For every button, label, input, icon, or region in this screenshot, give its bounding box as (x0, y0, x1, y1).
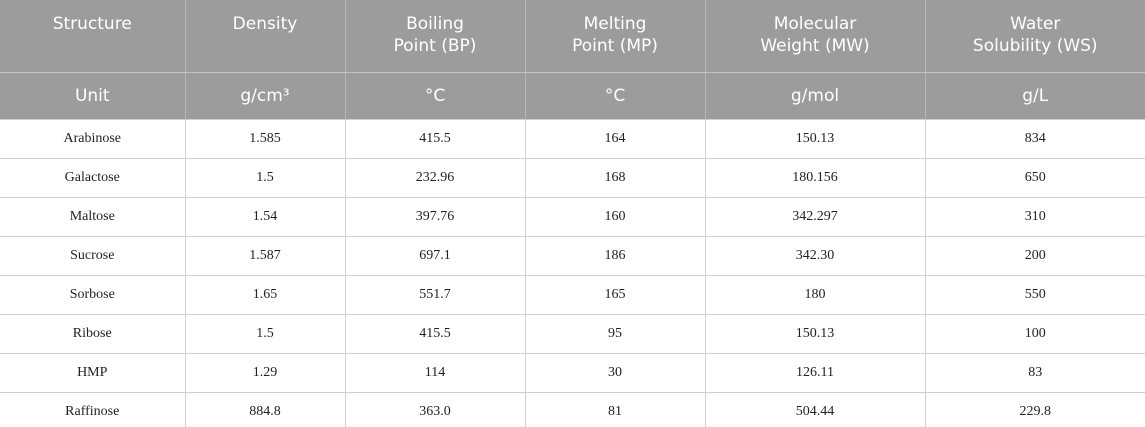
header-text: Boiling (406, 14, 464, 34)
body-cell: Ribose (0, 313, 186, 354)
body-row: Arabinose 1.585 415.5 164 150.13 834 (0, 118, 1145, 159)
header-cell: Melting Point (MP) (524, 0, 705, 73)
body-row: Sucrose 1.587 697.1 186 342.30 200 (0, 235, 1145, 276)
body-cell: 884.8 (184, 391, 346, 427)
body-cell: 100 (924, 313, 1145, 354)
header-cell: Molecular Weight (MW) (704, 0, 925, 73)
body-cell: 164 (524, 118, 706, 159)
body-cell: 1.587 (184, 235, 346, 276)
body-cell: Maltose (0, 196, 186, 237)
body-row: Maltose 1.54 397.76 160 342.297 310 (0, 196, 1145, 237)
header-cell: Density (184, 0, 345, 73)
body-row: HMP 1.29 114 30 126.11 83 (0, 352, 1145, 393)
table-body: Arabinose 1.585 415.5 164 150.13 834 Galactose… (0, 118, 1145, 427)
header-text: g/mol (790, 85, 840, 106)
body-cell: 168 (524, 157, 706, 198)
header-text: °C (424, 85, 446, 106)
header-cell: g/L (924, 72, 1145, 119)
body-cell: 114 (344, 352, 526, 393)
header-text: Solubility (WS) (972, 36, 1098, 56)
header-row: Structure Density Boiling Point (BP) Melting… (0, 0, 1145, 73)
body-cell: 180.156 (704, 157, 926, 198)
body-cell: 232.96 (344, 157, 526, 198)
body-cell: 200 (924, 235, 1145, 276)
body-cell: Arabinose (0, 118, 186, 159)
header-row: Unit g/cm³ °C °C g/mol g/L (0, 72, 1145, 119)
header-text: Point (BP) (393, 36, 477, 56)
header-text: Molecular (773, 14, 857, 34)
body-cell: 229.8 (924, 391, 1145, 427)
body-cell: 186 (524, 235, 706, 276)
body-cell: 550 (924, 274, 1145, 315)
header-text: Unit (74, 85, 110, 106)
body-cell: 342.297 (704, 196, 926, 237)
body-cell: Galactose (0, 157, 186, 198)
body-cell: 342.30 (704, 235, 926, 276)
body-row: Raffinose 884.8 363.0 81 504.44 229.8 (0, 391, 1145, 427)
body-cell: 415.5 (344, 313, 526, 354)
header-text: Melting (583, 14, 647, 34)
body-cell: 504.44 (704, 391, 926, 427)
body-cell: 150.13 (704, 118, 926, 159)
header-cell: g/mol (704, 72, 925, 119)
body-row: Ribose 1.5 415.5 95 150.13 100 (0, 313, 1145, 354)
body-cell: 650 (924, 157, 1145, 198)
body-cell: HMP (0, 352, 186, 393)
body-cell: 126.11 (704, 352, 926, 393)
body-cell: 180 (704, 274, 926, 315)
body-cell: 697.1 (344, 235, 526, 276)
header-cell: Water Solubility (WS) (924, 0, 1145, 73)
header-cell: °C (524, 72, 705, 119)
header-text: Weight (MW) (760, 36, 870, 56)
header-text: Water (1010, 14, 1061, 34)
body-cell: 397.76 (344, 196, 526, 237)
body-cell: 83 (924, 352, 1145, 393)
body-cell: 1.5 (184, 313, 346, 354)
body-cell: Sucrose (0, 235, 186, 276)
header-cell: g/cm³ (184, 72, 345, 119)
header-text: Density (232, 14, 298, 34)
header-cell: Boiling Point (BP) (344, 0, 525, 73)
header-text: Point (MP) (572, 36, 658, 56)
body-cell: 160 (524, 196, 706, 237)
header-text: °C (604, 85, 626, 106)
table-header: Structure Density Boiling Point (BP) Melting… (0, 0, 1145, 119)
body-cell: 1.65 (184, 274, 346, 315)
header-text: Structure (52, 14, 132, 34)
body-cell: 310 (924, 196, 1145, 237)
body-cell: Sorbose (0, 274, 186, 315)
body-cell: 95 (524, 313, 706, 354)
header-text: g/L (1022, 85, 1049, 106)
body-cell: 415.5 (344, 118, 526, 159)
body-cell: Raffinose (0, 391, 186, 427)
body-cell: 551.7 (344, 274, 526, 315)
body-cell: 1.585 (184, 118, 346, 159)
body-cell: 1.5 (184, 157, 346, 198)
body-cell: 150.13 (704, 313, 926, 354)
body-cell: 1.54 (184, 196, 346, 237)
header-cell: °C (344, 72, 525, 119)
header-cell: Unit (0, 72, 185, 119)
body-cell: 1.29 (184, 352, 346, 393)
header-cell: Structure (0, 0, 185, 73)
body-row: Galactose 1.5 232.96 168 180.156 650 (0, 157, 1145, 198)
header-text: g/cm³ (240, 85, 290, 106)
body-cell: 30 (524, 352, 706, 393)
body-cell: 165 (524, 274, 706, 315)
body-cell: 363.0 (344, 391, 526, 427)
body-cell: 834 (924, 118, 1145, 159)
body-cell: 81 (524, 391, 706, 427)
body-row: Sorbose 1.65 551.7 165 180 550 (0, 274, 1145, 315)
